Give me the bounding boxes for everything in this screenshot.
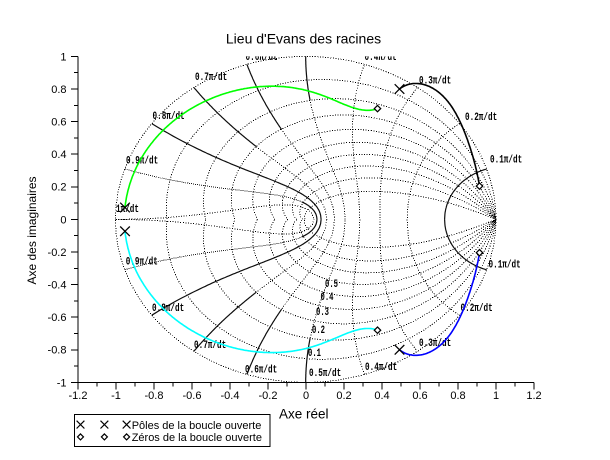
svg-text:Axe des imaginaires: Axe des imaginaires [25, 176, 39, 284]
svg-text:0.2π/dt: 0.2π/dt [465, 112, 497, 124]
svg-text:0.6π/dt: 0.6π/dt [245, 365, 277, 377]
svg-text:-0.6: -0.6 [48, 312, 67, 324]
svg-text:1: 1 [60, 51, 66, 63]
svg-text:0: 0 [303, 390, 309, 402]
svg-text:0.6: 0.6 [412, 390, 427, 402]
svg-text:-0.2: -0.2 [48, 247, 67, 259]
svg-text:-0.2: -0.2 [259, 390, 278, 402]
svg-text:0.6π/dt: 0.6π/dt [246, 52, 278, 64]
svg-text:Pôles de la boucle ouverte: Pôles de la boucle ouverte [132, 420, 262, 432]
svg-text:0.4π/dt: 0.4π/dt [365, 362, 397, 374]
svg-text:Lieu d'Evans des racines: Lieu d'Evans des racines [226, 31, 381, 47]
svg-text:0.7π/dt: 0.7π/dt [194, 340, 226, 352]
svg-text:0.3: 0.3 [316, 307, 329, 319]
svg-text:-1.2: -1.2 [69, 390, 88, 402]
svg-text:0.6: 0.6 [51, 117, 66, 129]
svg-text:0.8: 0.8 [51, 84, 66, 96]
svg-text:0.2π/dt: 0.2π/dt [461, 303, 493, 315]
svg-text:0.8π/dt: 0.8π/dt [153, 111, 185, 123]
svg-text:0.4: 0.4 [374, 390, 389, 402]
svg-text:0.7π/dt: 0.7π/dt [195, 72, 227, 84]
svg-text:0: 0 [60, 214, 66, 226]
svg-text:0.1: 0.1 [308, 348, 321, 360]
svg-text:0.9π/dt: 0.9π/dt [126, 156, 158, 168]
svg-text:-1: -1 [57, 377, 67, 389]
svg-text:1.2: 1.2 [526, 390, 541, 402]
svg-text:0.2: 0.2 [336, 390, 351, 402]
svg-text:0.3π/dt: 0.3π/dt [419, 338, 451, 350]
svg-text:Axe réel: Axe réel [279, 406, 329, 421]
svg-text:0.3π/dt: 0.3π/dt [419, 76, 451, 88]
svg-text:-1: -1 [111, 390, 121, 402]
svg-text:-0.8: -0.8 [48, 345, 67, 357]
svg-text:0.1π/dt: 0.1π/dt [489, 260, 521, 272]
svg-text:-0.4: -0.4 [48, 280, 67, 292]
svg-text:-0.6: -0.6 [183, 390, 202, 402]
svg-text:0.1π/dt: 0.1π/dt [490, 155, 522, 167]
svg-text:-0.4: -0.4 [221, 390, 240, 402]
svg-text:0.5π/dt: 0.5π/dt [309, 368, 341, 380]
svg-text:0.4: 0.4 [51, 149, 66, 161]
svg-text:1: 1 [493, 390, 499, 402]
svg-text:0.2: 0.2 [51, 182, 66, 194]
svg-text:0.8: 0.8 [450, 390, 465, 402]
svg-text:Zéros de la boucle ouverte: Zéros de la boucle ouverte [132, 432, 262, 444]
svg-text:0.5: 0.5 [325, 279, 338, 291]
svg-text:0.4π/dt: 0.4π/dt [365, 52, 397, 64]
svg-text:0.4: 0.4 [321, 292, 334, 304]
svg-text:-0.8: -0.8 [145, 390, 164, 402]
svg-text:0.2: 0.2 [312, 325, 325, 337]
